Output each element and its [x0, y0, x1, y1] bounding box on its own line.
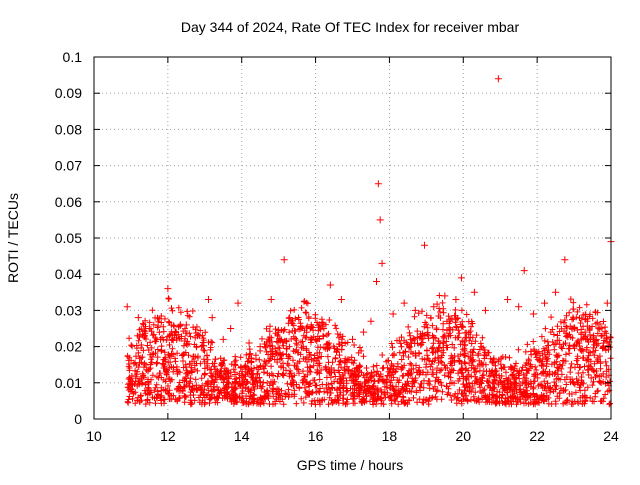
data-point [182, 321, 190, 329]
data-point [541, 299, 549, 307]
data-point [171, 328, 179, 336]
data-point [275, 328, 283, 336]
y-axis-label: ROTI / TECUs [5, 193, 21, 283]
roti-noise-band [124, 292, 614, 408]
x-tick-label: 20 [455, 428, 471, 444]
y-tick-label: 0.05 [55, 230, 82, 246]
data-point [193, 332, 201, 340]
data-point [430, 303, 438, 311]
x-tick-label: 24 [603, 428, 619, 444]
x-axis-label: GPS time / hours [297, 457, 404, 473]
y-tick-label: 0.01 [55, 375, 82, 391]
data-point [308, 335, 316, 343]
data-point [234, 299, 242, 307]
y-tick-label: 0.06 [55, 194, 82, 210]
data-point [286, 314, 294, 322]
x-tick-label: 16 [308, 428, 324, 444]
data-point [389, 310, 397, 318]
data-point [457, 274, 465, 282]
data-point [481, 306, 489, 314]
y-tick-label: 0.03 [55, 302, 82, 318]
x-tick-labels: 10 12 14 16 18 20 22 24 [86, 428, 619, 444]
roti-noise-marks [124, 292, 614, 408]
data-point [145, 325, 153, 332]
data-point [494, 75, 502, 83]
data-point [238, 372, 246, 380]
y-tick-label: 0 [74, 411, 82, 427]
data-point [592, 335, 600, 343]
data-point [297, 325, 305, 332]
x-tick-label: 18 [382, 428, 398, 444]
data-point [267, 296, 275, 304]
data-point [452, 296, 460, 304]
y-tick-labels: 0 0.01 0.02 0.03 0.04 0.05 0.06 0.07 0.08 0.09 0.1 [55, 49, 82, 427]
y-tick-label: 0.1 [63, 49, 83, 65]
data-point [561, 256, 569, 264]
data-point [373, 277, 381, 285]
y-tick-label: 0.04 [55, 266, 82, 282]
data-point [515, 303, 523, 311]
data-point [421, 241, 429, 249]
data-point [520, 267, 528, 275]
x-tick-label: 22 [529, 428, 545, 444]
data-point [256, 343, 264, 351]
y-tick-label: 0.02 [55, 339, 82, 355]
data-point [570, 325, 578, 332]
data-point [123, 303, 131, 311]
x-tick-label: 10 [86, 428, 102, 444]
data-point [208, 314, 216, 322]
data-point [378, 259, 386, 267]
data-points [123, 75, 615, 380]
data-point [441, 292, 449, 300]
data-point [245, 339, 253, 347]
data-point [204, 296, 212, 304]
data-point [552, 288, 560, 296]
data-point [603, 299, 611, 307]
x-tick-label: 12 [160, 428, 176, 444]
data-point [164, 285, 172, 293]
data-point [400, 299, 408, 307]
data-point [360, 328, 368, 336]
data-point [337, 296, 345, 304]
data-point [227, 325, 235, 332]
chart-title: Day 344 of 2024, Rate Of TEC Index for r… [181, 19, 520, 35]
y-tick-label: 0.09 [55, 85, 82, 101]
x-tick-label: 14 [234, 428, 250, 444]
data-point [367, 317, 375, 325]
data-point [315, 321, 323, 329]
data-point [134, 314, 142, 322]
data-point [411, 306, 419, 314]
data-point [326, 281, 334, 289]
data-point [470, 288, 478, 296]
data-point [219, 335, 227, 343]
y-tick-label: 0.08 [55, 121, 82, 137]
data-point [581, 328, 589, 336]
data-point [376, 216, 384, 224]
data-point [349, 335, 356, 343]
y-tick-label: 0.07 [55, 158, 82, 174]
data-point [374, 180, 382, 188]
data-point [156, 335, 164, 343]
axis-ticks [93, 56, 612, 420]
data-point [529, 310, 537, 318]
grid [94, 57, 611, 419]
data-point [504, 296, 512, 304]
data-point [280, 256, 288, 264]
